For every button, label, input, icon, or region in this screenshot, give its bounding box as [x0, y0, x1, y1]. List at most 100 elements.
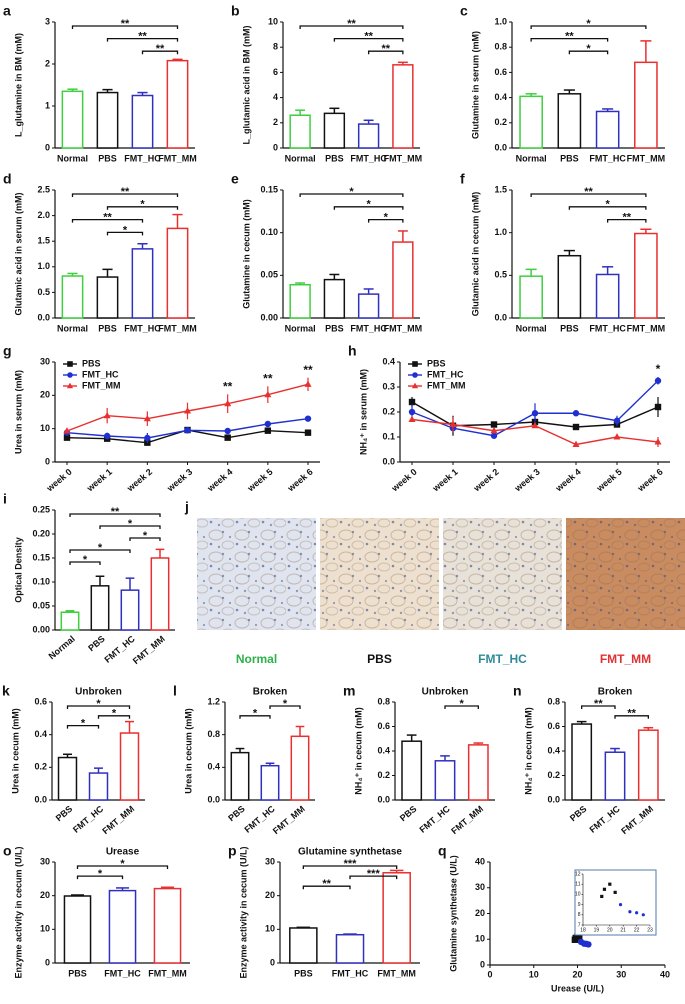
- y-tick-label: 0.2: [494, 117, 507, 127]
- x-tick-label: PBS: [560, 323, 579, 333]
- significance-label: *: [112, 708, 117, 720]
- panel-letter: j: [184, 499, 189, 515]
- y-tick-label: 0.0: [547, 794, 560, 804]
- y-tick-label: 0.05: [32, 600, 50, 610]
- significance-label: *: [605, 199, 610, 211]
- micrograph-label: FMT_HC: [478, 652, 527, 666]
- significance-bracket: [69, 549, 131, 553]
- y-axis-label: NH₄⁺ in serum (mM): [358, 369, 368, 455]
- x-tick-label: FMT_HC: [417, 803, 452, 834]
- significance-bracket: [581, 705, 616, 709]
- bar: [61, 90, 84, 149]
- inset-tick-label: 22: [634, 927, 640, 933]
- significance-bracket: [71, 25, 179, 29]
- marker: [264, 427, 272, 434]
- bar: [88, 772, 109, 801]
- y-tick-label: 2: [45, 58, 50, 68]
- x-tick-label: FMT_MM: [619, 804, 655, 836]
- marker: [608, 882, 612, 886]
- x-tick-label: Normal: [47, 634, 77, 662]
- y-axis-label: Urea in cecum (mM): [10, 708, 20, 794]
- bar: [335, 933, 365, 964]
- y-tick-label: 0.3: [382, 381, 395, 391]
- y-tick-label: 0.5: [494, 270, 507, 280]
- marker: [408, 415, 416, 423]
- annotation: **: [263, 372, 273, 386]
- significance-label: **: [584, 186, 593, 198]
- x-tick-label: FMT_MM: [627, 153, 666, 163]
- micrograph-label: PBS: [367, 652, 392, 666]
- significance-label: **: [121, 18, 130, 30]
- y-tick-label: 30: [265, 856, 275, 866]
- panel-title: Unbroken: [422, 687, 469, 698]
- x-tick-label: PBS: [98, 153, 117, 163]
- y-tick-label: 0: [273, 142, 278, 152]
- x-tick-label: FMT_MM: [384, 323, 423, 333]
- marker: [412, 372, 418, 378]
- significance-bracket: [606, 218, 647, 223]
- legend-label: PBS: [82, 358, 101, 368]
- inset-points: [600, 882, 645, 917]
- x-tick-label: FMT_HC: [124, 153, 161, 163]
- x-tick-label: FMT_MM: [449, 804, 485, 836]
- y-tick-label: 0.4: [207, 762, 220, 772]
- x-tick-label: week 0: [44, 467, 74, 494]
- panel-title: Unbroken: [75, 687, 122, 698]
- x-tick-label: PBS: [294, 968, 313, 978]
- significance-label: **: [594, 698, 603, 710]
- significance-label: *: [349, 186, 354, 198]
- x-tick-label: 10: [529, 969, 539, 979]
- bar: [434, 760, 456, 801]
- x-tick-label: Normal: [57, 153, 88, 163]
- y-tick-label: 0: [270, 957, 275, 967]
- significance-label: **: [138, 31, 147, 43]
- y-axis-label: Urea in serum (mM): [13, 370, 23, 454]
- x-tick-label: week 1: [84, 467, 114, 494]
- y-tick-label: 20: [265, 890, 275, 900]
- bar: [57, 756, 78, 801]
- y-tick-label: 0: [45, 142, 50, 152]
- significance-label: *: [98, 542, 103, 554]
- y-tick-label: 2.5: [37, 184, 50, 194]
- y-tick-label: 0.00: [260, 312, 278, 322]
- bar: [290, 735, 310, 801]
- panel-title: Broken: [598, 687, 632, 698]
- y-tick-label: 0.6: [34, 696, 47, 706]
- y-tick-label: 0.2: [34, 762, 47, 772]
- significance-bracket: [568, 206, 647, 210]
- annotation: **: [303, 363, 313, 377]
- x-tick-label: FMT_HC: [350, 153, 387, 163]
- significance-bracket: [69, 561, 101, 565]
- annotation: *: [656, 362, 661, 376]
- marker: [585, 941, 592, 948]
- bar: [382, 872, 411, 964]
- y-tick-label: 0.8: [377, 696, 390, 706]
- bar: [61, 275, 84, 319]
- significance-label: *: [253, 708, 258, 720]
- marker: [654, 377, 662, 384]
- x-tick-label: FMT_HC: [589, 323, 626, 333]
- micrograph-texture: [197, 518, 316, 630]
- marker: [304, 380, 312, 387]
- inset-tick-label: 23: [647, 927, 653, 933]
- bar: [60, 611, 80, 631]
- y-tick-label: 3: [45, 16, 50, 26]
- x-tick-label: PBS: [86, 634, 107, 654]
- bar: [604, 751, 626, 801]
- marker: [613, 433, 621, 440]
- y-tick-label: 40: [475, 856, 485, 866]
- x-tick-label: week 4: [205, 467, 235, 494]
- panel-letter: c: [460, 3, 468, 19]
- x-tick-label: week 6: [635, 467, 665, 494]
- marker: [600, 894, 604, 899]
- y-tick-label: 0.2: [377, 770, 390, 780]
- y-tick-label: 0.2: [547, 770, 560, 780]
- panel-letter: f: [460, 171, 465, 187]
- y-tick-label: 0.15: [260, 184, 278, 194]
- significance-bracket: [76, 875, 124, 880]
- x-tick-label: FMT_HC: [71, 803, 106, 834]
- x-tick-label: Normal: [285, 323, 316, 333]
- marker: [224, 434, 231, 441]
- marker: [576, 935, 583, 942]
- y-tick-label: 0.4: [382, 356, 395, 366]
